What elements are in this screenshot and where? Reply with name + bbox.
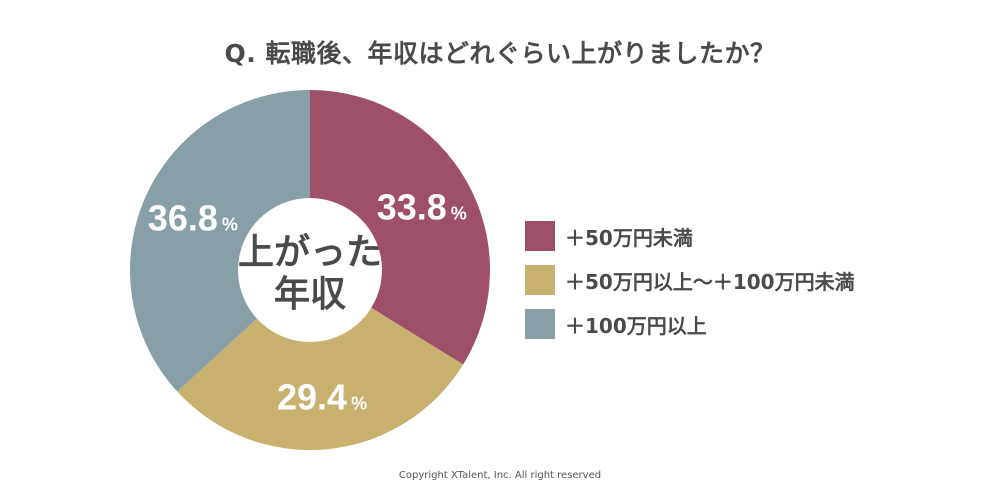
legend-item-2: ＋50万円以上〜＋100万円未満 bbox=[525, 264, 855, 296]
slice-label-1: 33.8% bbox=[377, 187, 467, 228]
pie-slice-3 bbox=[130, 90, 310, 392]
legend: ＋50万円未満 ＋50万円以上〜＋100万円未満 ＋100万円以上 bbox=[525, 220, 855, 352]
legend-item-1: ＋50万円未満 bbox=[525, 220, 855, 252]
slice-label-3: 36.8% bbox=[148, 197, 238, 238]
pie-slice-2 bbox=[177, 270, 464, 450]
donut-hole bbox=[238, 198, 382, 342]
chart-title: Q. 転職後、年収はどれぐらい上がりましたか？ bbox=[224, 39, 776, 68]
center-label-line-1: 上がった bbox=[238, 232, 382, 273]
legend-swatch-1 bbox=[525, 221, 555, 251]
copyright-notice: Copyright XTalent, Inc. All right reserv… bbox=[398, 470, 602, 481]
slice-label-2: 29.4% bbox=[277, 376, 367, 417]
legend-label-1: ＋50万円未満 bbox=[565, 225, 693, 250]
legend-swatch-2 bbox=[525, 265, 555, 295]
center-label-line-2: 年収 bbox=[274, 274, 346, 315]
legend-label-2: ＋50万円以上〜＋100万円未満 bbox=[565, 269, 855, 294]
legend-item-3: ＋100万円以上 bbox=[525, 308, 855, 340]
legend-swatch-3 bbox=[525, 309, 555, 339]
legend-label-3: ＋100万円以上 bbox=[565, 313, 707, 338]
